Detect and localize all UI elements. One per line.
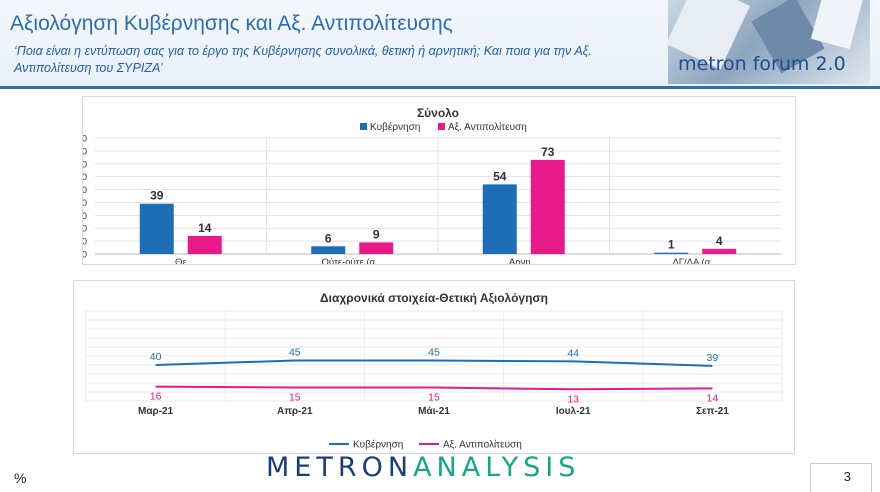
point-value-label: 40 (150, 351, 162, 363)
point-value-label: 45 (289, 347, 301, 359)
page-number-box: 3 (810, 463, 872, 492)
y-tick-label: 70 (83, 159, 87, 170)
x-tick-label: Μάι-21 (418, 406, 450, 417)
x-tick-label: Μαρ-21 (138, 406, 174, 417)
logo-part2: ANALYSIS (413, 452, 581, 483)
x-tick-label: Απρ-21 (277, 406, 313, 417)
bar (187, 235, 222, 254)
bar (530, 159, 565, 254)
x-tick-label: Θε (175, 257, 187, 264)
metron-analysis-logo: METRONANALYSIS (266, 452, 580, 483)
bar-value-label: 1 (668, 238, 675, 252)
legend-label: Αξ. Αντιπολίτευση (448, 121, 527, 133)
y-tick-label: 60 (83, 172, 87, 183)
y-tick-label: 20 (83, 224, 87, 235)
bar (359, 242, 394, 254)
bar (311, 246, 346, 254)
series-line (155, 359, 713, 367)
line-chart-panel: Διαχρονικά στοιχεία-Θετική Αξιολόγηση Μαρ… (73, 280, 795, 454)
logo-part1: METRON (266, 452, 414, 483)
y-tick-label: 30 (83, 211, 87, 222)
bar-value-label: 9 (373, 227, 380, 241)
bar (139, 203, 174, 254)
line-chart: Διαχρονικά στοιχεία-Θετική Αξιολόγηση Μαρ… (85, 291, 783, 451)
y-tick-label: 0 (83, 250, 87, 261)
x-tick-label: Ούτε-ούτε (α... (322, 257, 383, 264)
x-tick-label: Ιουλ-21 (556, 406, 591, 417)
point-value-label: 14 (707, 392, 719, 404)
bar-value-label: 54 (493, 169, 507, 183)
brand-banner: metron forum 2.0 (668, 0, 870, 84)
slide-title: Αξιολόγηση Κυβέρνησης και Αξ. Αντιπολίτε… (10, 12, 453, 35)
series-line (155, 385, 713, 391)
y-tick-label: 90 (83, 134, 87, 145)
line-chart-title: Διαχρονικά στοιχεία-Θετική Αξιολόγηση (320, 291, 548, 305)
legend-label: Κυβέρνηση (370, 121, 420, 133)
brand-text: metron forum 2.0 (678, 53, 846, 75)
bar (654, 252, 689, 254)
y-tick-label: 50 (83, 185, 87, 196)
x-tick-label: Σεπ-21 (696, 406, 729, 417)
bar-value-label: 39 (150, 189, 164, 203)
header-rule (0, 86, 880, 89)
legend-swatch (438, 123, 445, 130)
y-tick-label: 40 (83, 198, 87, 209)
y-tick-label: 10 (83, 237, 87, 248)
point-value-label: 15 (428, 392, 440, 404)
legend-label: Κυβέρνηση (353, 439, 403, 451)
bar-chart-title: Σύνολο (417, 106, 459, 120)
legend-swatch (360, 123, 367, 130)
point-value-label: 13 (567, 393, 579, 405)
percent-label: % (14, 470, 27, 486)
legend-label: Αξ. Αντιπολίτευση (443, 439, 522, 451)
slide-subtitle: ‘Ποια είναι η εντύπωση σας για το έργο τ… (14, 44, 592, 75)
point-value-label: 39 (707, 352, 719, 364)
bar (702, 248, 737, 254)
point-value-label: 15 (289, 392, 301, 404)
point-value-label: 44 (567, 347, 579, 359)
bar-value-label: 14 (198, 221, 212, 235)
point-value-label: 16 (150, 391, 162, 403)
bar-value-label: 73 (541, 145, 555, 159)
bar-value-label: 4 (716, 234, 723, 248)
y-tick-label: 80 (83, 146, 87, 157)
bar (482, 184, 517, 254)
page-number: 3 (843, 469, 851, 484)
point-value-label: 45 (428, 347, 440, 359)
x-tick-label: Αρνη... (509, 257, 539, 264)
x-tick-label: ΔΓ/ΔΑ (α... (672, 257, 718, 264)
bar-value-label: 6 (325, 231, 332, 245)
